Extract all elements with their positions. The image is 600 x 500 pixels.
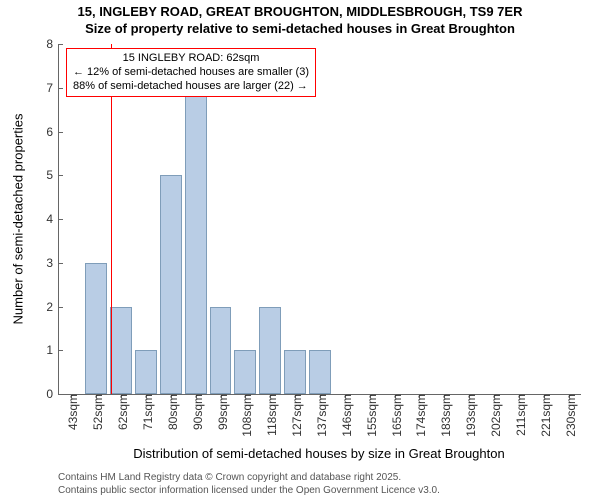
y-tick: 5 [46,168,59,182]
legend-line: 15 INGLEBY ROAD: 62sqm [73,52,309,66]
y-axis-label: Number of semi-detached properties [11,114,26,325]
x-tick: 43sqm [62,394,80,430]
y-tick: 0 [46,387,59,401]
chart-title-1: 15, INGLEBY ROAD, GREAT BROUGHTON, MIDDL… [0,4,600,19]
x-tick: 230sqm [560,394,578,437]
y-tick: 3 [46,256,59,270]
x-tick: 202sqm [485,394,503,437]
x-tick: 71sqm [137,394,155,430]
histogram-bar [110,307,132,395]
x-tick: 221sqm [535,394,553,437]
legend-box: 15 INGLEBY ROAD: 62sqm← 12% of semi-deta… [66,48,316,97]
x-tick: 155sqm [361,394,379,437]
x-tick: 165sqm [386,394,404,437]
x-tick: 118sqm [261,394,279,436]
x-tick: 127sqm [286,394,304,437]
y-tick: 8 [46,37,59,51]
x-tick: 211sqm [510,394,528,436]
x-tick: 146sqm [336,394,354,437]
footer-attribution: Contains HM Land Registry data © Crown c… [58,472,440,497]
histogram-bar [135,350,157,394]
footer-line: Contains public sector information licen… [58,485,440,498]
x-tick: 174sqm [410,394,428,437]
x-tick: 62sqm [112,394,130,430]
y-tick: 2 [46,300,59,314]
legend-line: 88% of semi-detached houses are larger (… [73,80,309,94]
histogram-bar [185,88,207,394]
histogram-bar [234,350,256,394]
histogram-bar [259,307,281,395]
x-tick: 80sqm [162,394,180,430]
histogram-bar [284,350,306,394]
y-tick: 7 [46,81,59,95]
chart-container: 15, INGLEBY ROAD, GREAT BROUGHTON, MIDDL… [0,0,600,500]
y-tick: 1 [46,343,59,357]
x-tick: 52sqm [87,394,105,430]
x-tick: 99sqm [212,394,230,430]
x-axis-label: Distribution of semi-detached houses by … [58,446,580,461]
x-tick: 137sqm [311,394,329,437]
histogram-bar [160,175,182,394]
y-tick: 6 [46,125,59,139]
chart-title-2: Size of property relative to semi-detach… [0,21,600,36]
footer-line: Contains HM Land Registry data © Crown c… [58,472,440,485]
x-tick: 183sqm [435,394,453,437]
y-tick: 4 [46,212,59,226]
histogram-bar [210,307,232,395]
histogram-bar [309,350,331,394]
x-tick: 108sqm [236,394,254,437]
x-tick: 193sqm [460,394,478,437]
legend-line: ← 12% of semi-detached houses are smalle… [73,66,309,80]
histogram-bar [85,263,107,394]
x-tick: 90sqm [187,394,205,430]
